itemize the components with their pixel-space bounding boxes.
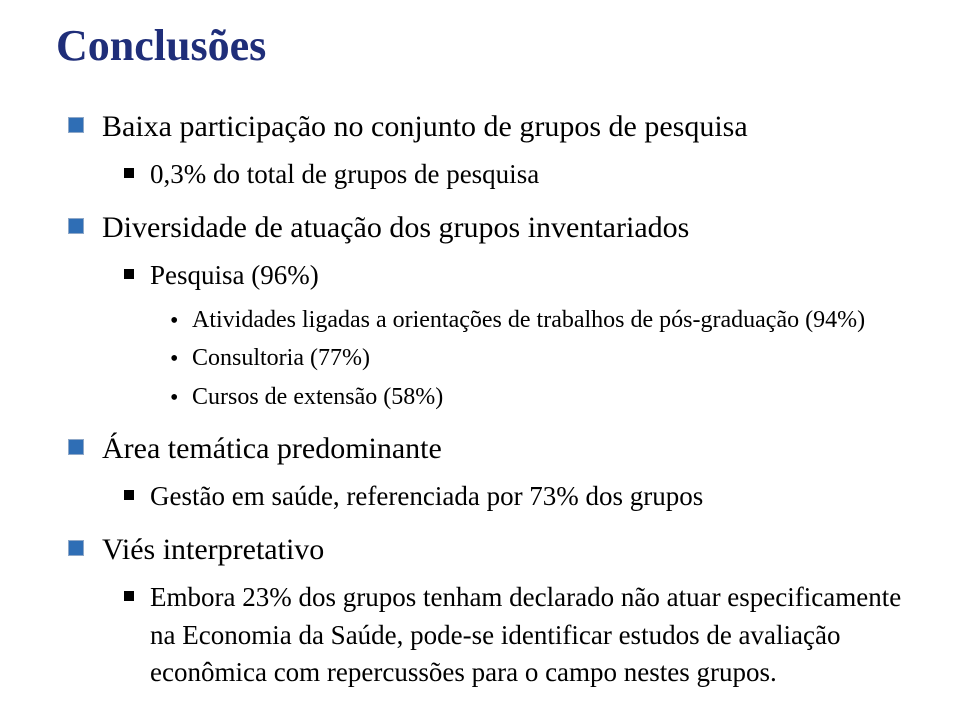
square-bullet-small-icon	[124, 168, 134, 178]
list-item-label: Diversidade de atuação dos grupos invent…	[102, 211, 689, 244]
list-item: Viés interpretativo Embora 23% dos grupo…	[68, 530, 910, 692]
square-bullet-icon	[68, 439, 84, 455]
square-bullet-icon	[68, 218, 84, 234]
list-item-label: Atividades ligadas a orientações de trab…	[192, 307, 865, 333]
list-item-label: Pesquisa (96%)	[150, 260, 319, 290]
list-item-label: Baixa participação no conjunto de grupos…	[102, 110, 748, 143]
list-item: Pesquisa (96%) • Atividades ligadas a or…	[124, 257, 910, 415]
square-bullet-small-icon	[124, 591, 134, 601]
square-bullet-small-icon	[124, 490, 134, 500]
bullet-list-lvl2: Gestão em saúde, referenciada por 73% do…	[124, 478, 910, 516]
list-item: Gestão em saúde, referenciada por 73% do…	[124, 478, 910, 516]
list-item: • Atividades ligadas a orientações de tr…	[170, 303, 910, 338]
list-item: Baixa participação no conjunto de grupos…	[68, 107, 910, 194]
square-bullet-small-icon	[124, 269, 134, 279]
list-item: • Consultoria (77%)	[170, 341, 910, 376]
list-item-label: Gestão em saúde, referenciada por 73% do…	[150, 481, 703, 511]
slide-title: Conclusões	[56, 20, 910, 71]
list-item: • Cursos de extensão (58%)	[170, 380, 910, 415]
list-item-label: Consultoria (77%)	[192, 345, 370, 371]
bullet-list-lvl2: 0,3% do total de grupos de pesquisa	[124, 156, 910, 194]
dot-bullet-icon: •	[170, 386, 178, 410]
list-item-label: Área temática predominante	[102, 432, 442, 465]
square-bullet-icon	[68, 117, 84, 133]
list-item-label: Viés interpretativo	[102, 533, 324, 566]
bullet-list-lvl2: Embora 23% dos grupos tenham declarado n…	[124, 579, 910, 692]
slide-content: Baixa participação no conjunto de grupos…	[68, 107, 910, 692]
dot-bullet-icon: •	[170, 309, 178, 333]
square-bullet-icon	[68, 540, 84, 556]
list-item: Diversidade de atuação dos grupos invent…	[68, 208, 910, 415]
list-item: Embora 23% dos grupos tenham declarado n…	[124, 579, 910, 692]
list-item: 0,3% do total de grupos de pesquisa	[124, 156, 910, 194]
slide: Conclusões Baixa participação no conjunt…	[0, 0, 960, 723]
bullet-list-lvl2: Pesquisa (96%) • Atividades ligadas a or…	[124, 257, 910, 415]
list-item-label: 0,3% do total de grupos de pesquisa	[150, 159, 539, 189]
list-item-label: Cursos de extensão (58%)	[192, 384, 443, 410]
dot-bullet-icon: •	[170, 347, 178, 371]
list-item-label: Embora 23% dos grupos tenham declarado n…	[150, 582, 901, 688]
bullet-list-lvl3: • Atividades ligadas a orientações de tr…	[170, 303, 910, 415]
list-item: Área temática predominante Gestão em saú…	[68, 429, 910, 516]
bullet-list-lvl1: Baixa participação no conjunto de grupos…	[68, 107, 910, 692]
